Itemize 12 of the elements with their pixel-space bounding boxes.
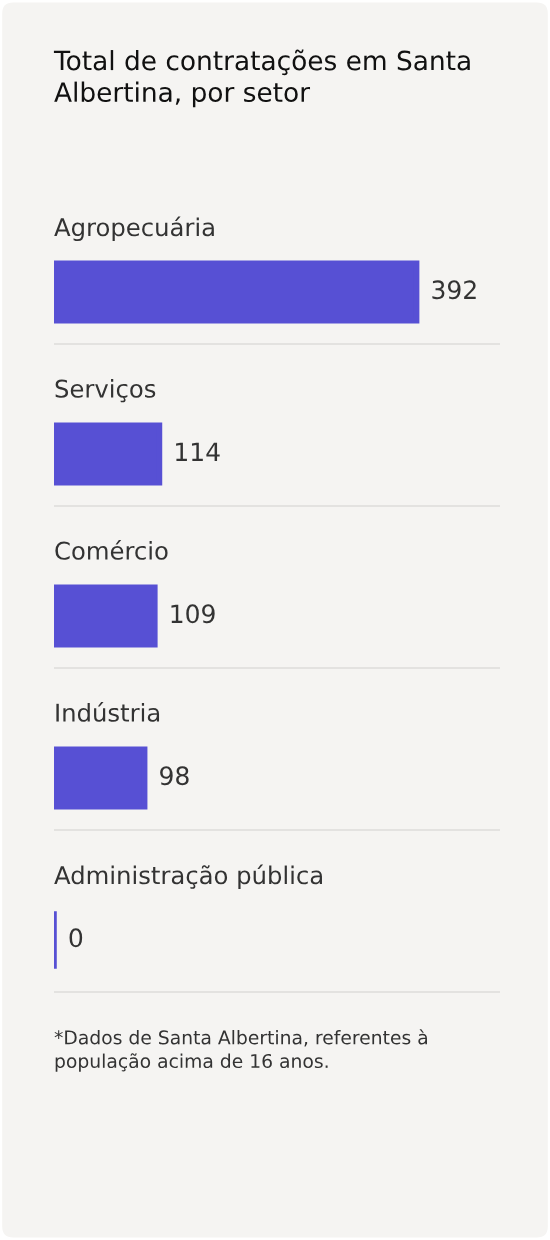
text: *Dados de Santa Albertina, referentes à população acima de 16 anos. bbox=[54, 1029, 427, 1072]
y-tick-label: Agropecuária bbox=[54, 216, 214, 242]
data-label: 98 bbox=[160, 766, 189, 786]
y-tick-label: Comércio bbox=[55, 540, 168, 560]
data-label: 392 bbox=[432, 280, 476, 300]
y-tick-label: Serviços bbox=[55, 379, 156, 403]
y-tick-label: Indústria bbox=[56, 702, 160, 722]
data-label: 114 bbox=[176, 442, 220, 461]
data-label: 0 bbox=[69, 928, 83, 948]
y-tick-label: Administração pública bbox=[54, 864, 322, 890]
chart-title: Total de contratações em Santa Albertina, por setor bbox=[53, 49, 470, 108]
data-label: 109 bbox=[171, 604, 215, 624]
